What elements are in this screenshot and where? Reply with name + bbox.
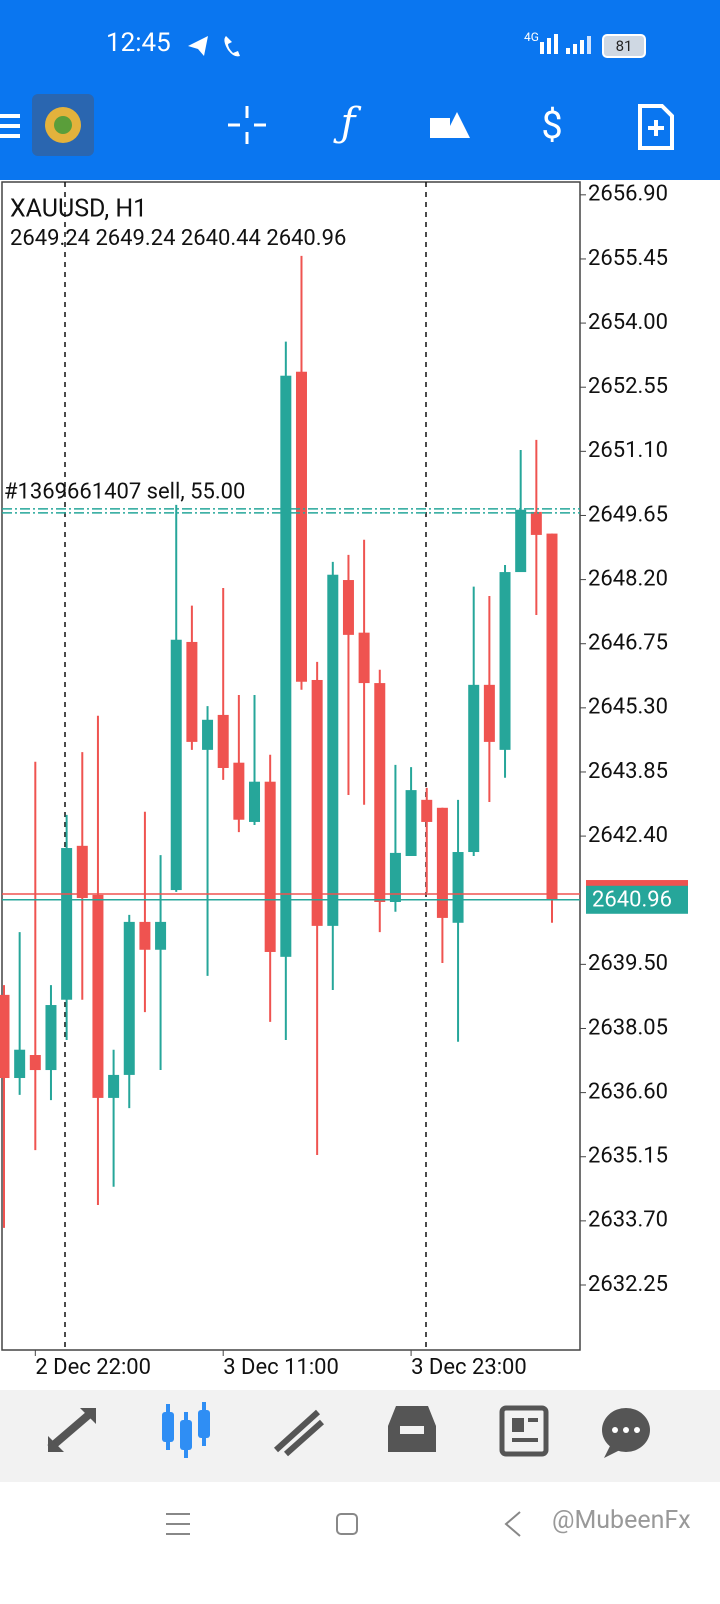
objects-button[interactable] bbox=[430, 112, 470, 138]
candle-body bbox=[499, 572, 511, 750]
ohlc-text: 2649.24 2649.24 2640.44 2640.96 bbox=[10, 226, 346, 251]
y-tick-label: 2642.40 bbox=[588, 823, 668, 848]
y-tick-label: 2646.75 bbox=[588, 631, 668, 656]
network-type: 4G bbox=[524, 30, 539, 44]
candle-body bbox=[546, 533, 558, 900]
candle-body bbox=[421, 799, 433, 822]
candle-body bbox=[0, 994, 10, 1079]
system-navigation: @MubeenFx bbox=[0, 1482, 720, 1600]
candle-body bbox=[374, 683, 386, 902]
x-tick-label: 3 Dec 23:00 bbox=[411, 1355, 527, 1380]
new-order-button[interactable] bbox=[638, 104, 674, 150]
y-tick-label: 2648.20 bbox=[588, 566, 668, 591]
x-tick-label: 2 Dec 22:00 bbox=[35, 1355, 151, 1380]
y-tick-label: 2638.05 bbox=[588, 1015, 668, 1040]
status-icons bbox=[188, 36, 240, 57]
candle-body bbox=[327, 574, 339, 926]
chart-tab[interactable] bbox=[162, 1402, 210, 1458]
recents-button[interactable] bbox=[166, 1513, 190, 1535]
candle-body bbox=[123, 921, 135, 1075]
chat-tab[interactable] bbox=[602, 1408, 650, 1458]
watermark: @MubeenFx bbox=[552, 1506, 691, 1535]
clock: 12:45 bbox=[106, 28, 171, 58]
candle-body bbox=[202, 719, 214, 750]
candle-body bbox=[76, 845, 88, 899]
candle-body bbox=[405, 790, 417, 856]
candle-body bbox=[311, 679, 323, 926]
system-buttons bbox=[166, 1511, 521, 1537]
candle-body bbox=[186, 641, 198, 742]
candle-body bbox=[468, 684, 480, 853]
toolbar-icons: ƒ $ bbox=[0, 94, 674, 156]
candle-body bbox=[436, 807, 448, 918]
crosshair-button[interactable] bbox=[228, 106, 266, 144]
y-tick-label: 2655.45 bbox=[588, 246, 668, 271]
candle-body bbox=[155, 921, 167, 950]
order-label: #1369661407 sell, 55.00 bbox=[4, 480, 245, 505]
candle-body bbox=[139, 921, 151, 950]
y-tick-label: 2632.25 bbox=[588, 1272, 668, 1297]
menu-button[interactable] bbox=[0, 114, 20, 138]
bottom-navigation bbox=[0, 1390, 720, 1482]
chart: XAUUSD, H1 2649.24 2649.24 2640.44 2640.… bbox=[0, 181, 688, 1380]
candle-body bbox=[61, 848, 73, 1000]
candle-body bbox=[108, 1074, 120, 1098]
y-tick-label: 2643.85 bbox=[588, 759, 668, 784]
y-tick-label: 2652.55 bbox=[588, 374, 668, 399]
y-tick-label: 2645.30 bbox=[588, 695, 668, 720]
candle-body bbox=[264, 781, 276, 952]
candle-body bbox=[483, 684, 495, 742]
candle-body bbox=[29, 1055, 41, 1071]
indicators-button[interactable]: ƒ bbox=[333, 100, 362, 146]
y-tick-label: 2656.90 bbox=[588, 182, 668, 207]
back-button[interactable] bbox=[504, 1511, 521, 1537]
news-tab[interactable] bbox=[499, 1405, 549, 1457]
toolbar: ƒ $ bbox=[0, 88, 720, 180]
candle-body bbox=[217, 714, 229, 768]
symbol-title: XAUUSD, H1 bbox=[10, 195, 147, 224]
candle-body bbox=[233, 762, 245, 820]
nav-icons bbox=[47, 1402, 650, 1458]
candle-body bbox=[249, 781, 261, 822]
home-button[interactable] bbox=[336, 1513, 358, 1535]
ask-badge bbox=[586, 880, 688, 891]
candle-body bbox=[530, 511, 542, 535]
y-tick-label: 2635.15 bbox=[588, 1144, 668, 1169]
candle-body bbox=[358, 632, 370, 684]
candle-body bbox=[14, 1049, 26, 1079]
history-tab[interactable] bbox=[388, 1406, 436, 1452]
trade-button[interactable]: $ bbox=[541, 104, 562, 148]
trade-tab[interactable] bbox=[273, 1409, 324, 1457]
y-tick-label: 2636.60 bbox=[588, 1079, 668, 1104]
quotes-tab[interactable] bbox=[47, 1408, 96, 1452]
candle-body bbox=[92, 894, 104, 1098]
candle-body bbox=[170, 639, 182, 891]
y-tick-label: 2654.00 bbox=[588, 310, 668, 335]
status-bar: 12:45 4G 81 bbox=[0, 0, 720, 88]
bid-label: 2640.96 bbox=[592, 888, 672, 913]
y-tick-label: 2633.70 bbox=[588, 1208, 668, 1233]
candle-body bbox=[389, 852, 401, 902]
candle-body bbox=[342, 580, 354, 635]
battery: 81 bbox=[602, 34, 646, 58]
signal bbox=[540, 34, 591, 54]
candle-body bbox=[45, 1005, 57, 1071]
candle-body bbox=[515, 509, 527, 573]
x-tick-label: 3 Dec 11:00 bbox=[223, 1355, 339, 1380]
y-tick-label: 2651.10 bbox=[588, 438, 668, 463]
candle-body bbox=[280, 375, 292, 957]
bid-badge bbox=[586, 885, 688, 914]
y-tick-label: 2639.50 bbox=[588, 951, 668, 976]
y-tick-label: 2649.65 bbox=[588, 502, 668, 527]
candle-body bbox=[295, 371, 307, 682]
candle-body bbox=[452, 852, 464, 923]
